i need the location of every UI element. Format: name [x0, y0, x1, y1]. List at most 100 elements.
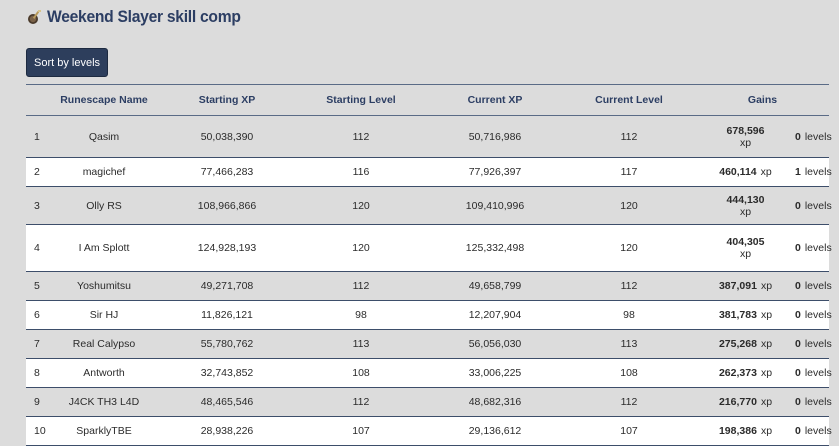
current-xp-cell: 48,682,316	[468, 396, 522, 408]
gain-level-unit: levels	[804, 396, 832, 408]
header-gains[interactable]: Gains	[747, 94, 778, 106]
gain-xp-cell: 444,130 xp	[696, 187, 795, 224]
gain-xp-unit: xp	[760, 280, 773, 292]
gain-xp-unit: xp	[739, 248, 752, 260]
gain-level-unit: levels	[804, 166, 832, 178]
starting-xp-cell: 49,271,708	[200, 280, 254, 292]
header-current-level[interactable]: Current Level	[595, 94, 663, 106]
header-starting-xp[interactable]: Starting XP	[198, 94, 256, 106]
header-starting-level[interactable]: Starting Level	[326, 94, 396, 106]
current-level-cell: 113	[620, 338, 638, 350]
current-level-cell: 112	[620, 130, 638, 143]
gain-level-cell: 0 levels	[795, 187, 832, 224]
gain-level-unit: levels	[804, 242, 832, 254]
gain-xp-cell: 275,268 xp	[696, 330, 795, 358]
gain-xp-value: 444,130	[726, 193, 765, 206]
starting-xp-cell: 50,038,390	[200, 130, 254, 143]
starting-xp-cell: 28,938,226	[200, 425, 254, 437]
gain-level-value: 0	[795, 425, 801, 437]
table-row: 2 magichef 77,466,283 116 77,926,397 117 460,1…	[26, 158, 832, 187]
gain-xp-value: 198,386	[718, 425, 757, 437]
starting-level-cell: 112	[352, 130, 370, 143]
table-row: 5 Yoshumitsu 49,271,708 112 49,658,799 112 387…	[26, 272, 832, 301]
gain-xp-cell: 404,305 xp	[696, 225, 795, 271]
current-level-cell: 120	[620, 199, 638, 212]
starting-level-cell: 120	[352, 199, 370, 212]
table-row: 9 J4CK TH3 L4D 48,465,546 112 48,682,316 112 2…	[26, 388, 832, 417]
gain-xp-value: 216,770	[718, 396, 757, 408]
current-level-cell: 112	[620, 396, 638, 408]
player-name-cell: Antworth	[83, 367, 125, 379]
gain-level-unit: levels	[804, 130, 832, 143]
slayer-skill-icon	[28, 10, 41, 24]
rank-cell: 8	[34, 367, 40, 379]
gain-level-value: 0	[795, 199, 801, 212]
results-table: Runescape Name Starting XP Starting Leve…	[26, 84, 832, 446]
table-row: 7 Real Calypso 55,780,762 113 56,056,030 113 2…	[26, 330, 832, 359]
gain-level-unit: levels	[804, 280, 832, 292]
starting-xp-cell: 108,966,866	[197, 199, 257, 212]
gain-level-unit: levels	[804, 338, 832, 350]
rank-cell: 7	[34, 338, 40, 350]
gain-xp-cell: 198,386 xp	[696, 417, 795, 445]
current-xp-cell: 49,658,799	[468, 280, 522, 292]
player-name-cell: Real Calypso	[72, 338, 136, 350]
gain-xp-unit: xp	[760, 367, 773, 379]
gain-level-value: 0	[795, 280, 801, 292]
starting-level-cell: 120	[352, 242, 370, 254]
starting-xp-cell: 32,743,852	[200, 367, 254, 379]
player-name-cell: Olly RS	[86, 199, 122, 212]
header-runescape-name[interactable]: Runescape Name	[60, 94, 148, 106]
player-name-cell: I Am Splott	[78, 242, 130, 254]
gain-level-value: 0	[795, 367, 801, 379]
gain-level-value: 0	[795, 338, 801, 350]
current-xp-cell: 109,410,996	[465, 199, 525, 212]
starting-level-cell: 112	[352, 396, 370, 408]
gain-xp-value: 262,373	[718, 367, 757, 379]
gain-xp-unit: xp	[739, 136, 752, 149]
gain-level-unit: levels	[804, 199, 832, 212]
current-xp-cell: 12,207,904	[468, 309, 522, 321]
gain-xp-cell: 387,091 xp	[696, 272, 795, 300]
player-name-cell: Qasim	[88, 130, 120, 143]
table-row: 4 I Am Splott 124,928,193 120 125,332,498 120…	[26, 225, 832, 272]
gain-xp-unit: xp	[760, 166, 772, 178]
gain-level-cell: 1 levels	[795, 158, 832, 186]
sort-by-levels-button[interactable]: Sort by levels	[26, 48, 108, 77]
starting-level-cell: 113	[352, 338, 370, 350]
gain-xp-unit: xp	[739, 205, 752, 218]
gain-level-value: 0	[795, 242, 801, 254]
gain-xp-value: 275,268	[718, 338, 757, 350]
gain-xp-cell: 262,373 xp	[696, 359, 795, 387]
gain-level-cell: 0 levels	[795, 388, 832, 416]
starting-level-cell: 116	[352, 166, 370, 178]
starting-xp-cell: 124,928,193	[197, 242, 257, 254]
gain-level-unit: levels	[804, 425, 832, 437]
gain-xp-value: 387,091	[718, 280, 757, 292]
table-header: Runescape Name Starting XP Starting Leve…	[26, 85, 829, 116]
player-name-cell: Yoshumitsu	[77, 280, 131, 292]
page-title: Weekend Slayer skill comp	[47, 7, 241, 26]
gain-level-cell: 0 levels	[795, 359, 832, 387]
current-level-cell: 112	[620, 280, 638, 292]
table-row: 1 Qasim 50,038,390 112 50,716,986 112 678,596 x…	[26, 116, 832, 158]
gain-xp-cell: 216,770 xp	[696, 388, 795, 416]
current-level-cell: 98	[623, 309, 635, 321]
gain-xp-value: 460,114	[719, 166, 757, 178]
gain-xp-unit: xp	[760, 309, 773, 321]
starting-level-cell: 112	[352, 280, 370, 292]
current-level-cell: 108	[620, 367, 638, 379]
rank-header	[26, 85, 48, 115]
starting-level-cell: 108	[352, 367, 370, 379]
table-row: 3 Olly RS 108,966,866 120 109,410,996 120 444,…	[26, 187, 832, 225]
starting-xp-cell: 55,780,762	[200, 338, 254, 350]
current-level-cell: 117	[620, 166, 638, 178]
rank-cell: 3	[34, 199, 40, 212]
gain-xp-unit: xp	[760, 396, 773, 408]
gain-level-cell: 0 levels	[795, 272, 832, 300]
header-current-xp[interactable]: Current XP	[467, 94, 523, 106]
table-row: 6 Sir HJ 11,826,121 98 12,207,904 98 381,783 xp…	[26, 301, 832, 330]
current-level-cell: 120	[620, 242, 638, 254]
player-name-cell: SparklyTBE	[76, 425, 132, 437]
gain-xp-cell: 381,783 xp	[696, 301, 795, 329]
